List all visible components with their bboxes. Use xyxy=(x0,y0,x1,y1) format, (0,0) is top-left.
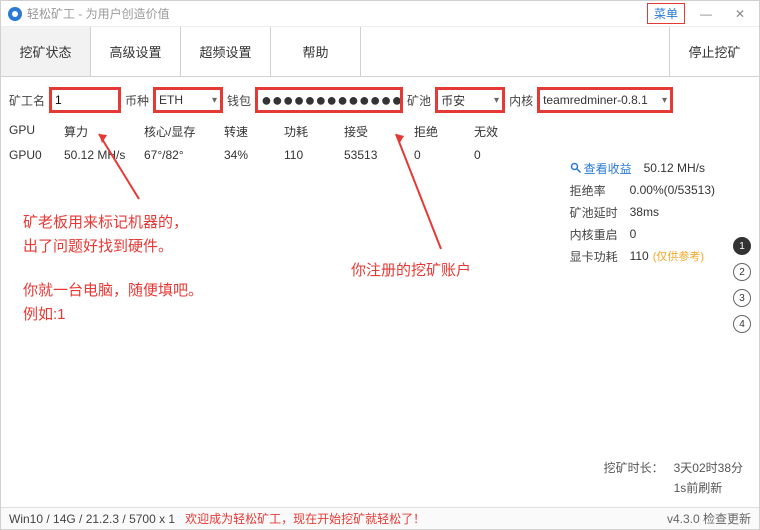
pool-latency-label: 矿池延时 xyxy=(570,204,630,221)
close-icon[interactable]: ✕ xyxy=(727,4,753,24)
miner-name-input[interactable] xyxy=(55,93,115,107)
cell-fan: 34% xyxy=(224,148,284,162)
kernel-label: 内核 xyxy=(509,92,533,109)
runtime-label: 挖矿时长： xyxy=(604,459,674,479)
tab-overclock[interactable]: 超频设置 xyxy=(181,27,271,76)
chevron-down-icon: ▾ xyxy=(662,95,667,106)
welcome-text: 欢迎成为轻松矿工，现在开始挖矿就轻松了！ xyxy=(185,510,667,527)
kernel-select[interactable]: teamredminer-0.8.1 ▾ xyxy=(537,87,673,113)
coin-value: ETH xyxy=(159,93,183,107)
pool-label: 矿池 xyxy=(407,92,431,109)
annot-l4: 例如:1 xyxy=(23,303,203,327)
annotation-right: 你注册的挖矿账户 xyxy=(351,259,471,283)
profit-link-text: 查看收益 xyxy=(584,160,632,177)
page-badges: 1 2 3 4 xyxy=(733,237,751,333)
annot-l3: 你就一台电脑，随便填吧。 xyxy=(23,279,203,303)
footer: Win10 / 14G / 21.2.3 / 5700 x 1 欢迎成为轻松矿工… xyxy=(1,507,759,529)
profit-link[interactable]: 查看收益 xyxy=(570,160,632,177)
col-fan: 转速 xyxy=(224,123,284,140)
kernel-restart-value: 0 xyxy=(630,227,637,241)
annot-l1: 矿老板用来标记机器的， xyxy=(23,211,203,235)
title-controls: 菜单 — ✕ xyxy=(647,3,753,24)
reject-rate-label: 拒绝率 xyxy=(570,182,630,199)
app-window: 轻松矿工 - 为用户创造价值 菜单 — ✕ 挖矿状态 高级设置 超频设置 帮助 … xyxy=(0,0,760,530)
kernel-restart-label: 内核重启 xyxy=(570,226,630,243)
gpu-power-label: 显卡功耗 xyxy=(570,248,630,265)
config-row: 矿工名 币种 ETH ▾ 钱包 ●●●●●●●●●●●●●●●●●●● 矿池 币… xyxy=(1,77,759,119)
refresh-label: 1s前刷新 xyxy=(674,479,723,499)
tab-status[interactable]: 挖矿状态 xyxy=(1,27,91,76)
stop-mining-button[interactable]: 停止挖矿 xyxy=(669,27,759,76)
annot-l2: 出了问题好找到硬件。 xyxy=(23,235,203,259)
cell-core-mem: 67°/82° xyxy=(144,148,224,162)
pool-select[interactable]: 币安 ▾ xyxy=(435,87,505,113)
runtime-value: 3天02时38分 xyxy=(674,459,743,479)
cell-invalid: 0 xyxy=(474,148,534,162)
pool-value: 币安 xyxy=(441,92,465,109)
stats-panel: 查看收益 50.12 MH/s 拒绝率 0.00%(0/53513) 矿池延时 … xyxy=(570,157,715,267)
search-icon xyxy=(570,162,582,174)
arrow-left xyxy=(89,129,149,209)
menu-button[interactable]: 菜单 xyxy=(647,3,685,24)
total-hashrate: 50.12 MH/s xyxy=(644,161,705,175)
tab-advanced[interactable]: 高级设置 xyxy=(91,27,181,76)
cell-gpu: GPU0 xyxy=(9,148,64,162)
cell-power: 110 xyxy=(284,148,344,162)
runtime-block: 挖矿时长： 3天02时38分 1s前刷新 xyxy=(604,459,743,499)
col-core-mem: 核心/显存 xyxy=(144,123,224,140)
gpu-power-value: 110 xyxy=(630,249,649,263)
kernel-value: teamredminer-0.8.1 xyxy=(543,93,648,107)
coin-label: 币种 xyxy=(125,92,149,109)
wallet-input-box: ●●●●●●●●●●●●●●●●●●● xyxy=(255,87,403,113)
arrow-right xyxy=(381,129,451,259)
miner-name-input-box xyxy=(49,87,121,113)
col-gpu: GPU xyxy=(9,123,64,140)
tab-help[interactable]: 帮助 xyxy=(271,27,361,76)
window-title: 轻松矿工 - 为用户创造价值 xyxy=(27,5,647,22)
tab-spacer xyxy=(361,27,669,76)
coin-select[interactable]: ETH ▾ xyxy=(153,87,223,113)
miner-name-label: 矿工名 xyxy=(9,92,45,109)
pool-latency-value: 38ms xyxy=(630,205,659,219)
reference-note: (仅供参考) xyxy=(653,248,704,264)
chevron-down-icon: ▾ xyxy=(212,95,217,106)
reject-rate-value: 0.00%(0/53513) xyxy=(630,183,715,197)
page-badge-4[interactable]: 4 xyxy=(733,315,751,333)
version-link[interactable]: v4.3.0 检查更新 xyxy=(667,510,751,527)
col-invalid: 无效 xyxy=(474,123,534,140)
minimize-icon[interactable]: — xyxy=(693,4,719,24)
app-icon xyxy=(7,6,23,22)
wallet-input[interactable]: ●●●●●●●●●●●●●●●●●●● xyxy=(261,93,403,107)
col-power: 功耗 xyxy=(284,123,344,140)
chevron-down-icon: ▾ xyxy=(494,95,499,106)
annot-r1: 你注册的挖矿账户 xyxy=(351,259,471,283)
system-info: Win10 / 14G / 21.2.3 / 5700 x 1 xyxy=(9,512,175,526)
tabs-row: 挖矿状态 高级设置 超频设置 帮助 停止挖矿 xyxy=(1,27,759,77)
titlebar: 轻松矿工 - 为用户创造价值 菜单 — ✕ xyxy=(1,1,759,27)
page-badge-2[interactable]: 2 xyxy=(733,263,751,281)
page-badge-1[interactable]: 1 xyxy=(733,237,751,255)
wallet-label: 钱包 xyxy=(227,92,251,109)
page-badge-3[interactable]: 3 xyxy=(733,289,751,307)
annotation-left: 矿老板用来标记机器的， 出了问题好找到硬件。 你就一台电脑，随便填吧。 例如:1 xyxy=(23,211,203,327)
